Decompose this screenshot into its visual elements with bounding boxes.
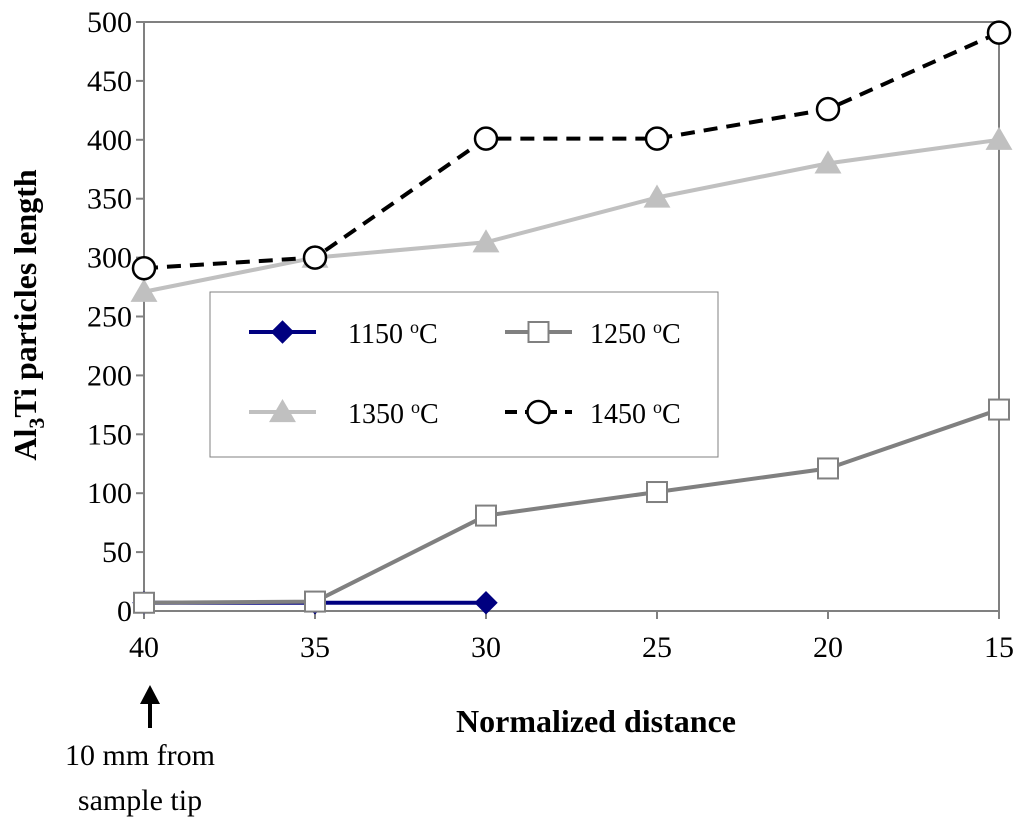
x-tick-label: 40 bbox=[129, 631, 159, 664]
data-point-1350 bbox=[130, 278, 158, 302]
data-point-1450 bbox=[815, 96, 841, 122]
data-point-1250 bbox=[475, 504, 497, 527]
series-layer bbox=[130, 20, 1013, 615]
legend-entry-1250: 1250 oC bbox=[505, 317, 681, 350]
annotation-line-1: 10 mm from bbox=[65, 739, 215, 772]
series-1450 bbox=[131, 20, 1012, 281]
y-axis-ticks: 0 50 100 150 200 250 300 350 400 450 500 bbox=[87, 6, 144, 628]
sample-tip-annotation: 10 mm from sample tip bbox=[65, 685, 215, 817]
series-line-1350 bbox=[143, 137, 1000, 294]
legend-label-1150: 1150 oC bbox=[348, 317, 438, 350]
x-tick-label: 30 bbox=[471, 631, 501, 664]
y-tick-label: 50 bbox=[102, 536, 132, 569]
legend-marker-1450 bbox=[526, 399, 551, 425]
y-tick-label: 150 bbox=[87, 418, 132, 451]
y-tick-label: 100 bbox=[87, 477, 132, 510]
data-point-1450 bbox=[473, 126, 499, 151]
series-line-1450 bbox=[143, 30, 1000, 271]
legend-marker-1350 bbox=[269, 399, 296, 423]
data-point-1450 bbox=[986, 20, 1012, 45]
legend-entry-1450: 1450 oC bbox=[505, 397, 681, 430]
legend-label-1350: 1350 oC bbox=[348, 397, 439, 430]
legend-label-1450: 1450 oC bbox=[590, 397, 681, 430]
data-point-1250 bbox=[988, 398, 1010, 421]
data-point-1150 bbox=[474, 591, 498, 615]
data-point-1350 bbox=[814, 150, 842, 174]
y-tick-label: 0 bbox=[117, 595, 132, 628]
annotation-arrow-head bbox=[140, 685, 160, 704]
x-tick-label: 35 bbox=[300, 631, 330, 664]
series-1250 bbox=[133, 398, 1010, 614]
y-tick-label: 500 bbox=[87, 6, 132, 39]
y-tick-label: 350 bbox=[87, 183, 132, 216]
data-point-1450 bbox=[302, 245, 328, 270]
legend-label-1250: 1250 oC bbox=[590, 317, 681, 350]
x-axis-title: Normalized distance bbox=[456, 703, 736, 739]
data-point-1250 bbox=[646, 481, 668, 504]
data-point-1250 bbox=[304, 590, 326, 613]
y-tick-label: 250 bbox=[87, 301, 132, 334]
annotation-line-2: sample tip bbox=[78, 784, 202, 817]
y-tick-label: 400 bbox=[87, 124, 132, 157]
legend-entry-1350: 1350 oC bbox=[249, 397, 439, 430]
legend-marker-1150 bbox=[270, 320, 295, 344]
legend-entries: 1150 oC 1250 oC 1350 oC 1450 oC bbox=[249, 317, 681, 430]
data-point-1350 bbox=[472, 229, 500, 253]
data-point-1250 bbox=[817, 457, 839, 480]
legend-entry-1150: 1150 oC bbox=[249, 317, 438, 350]
data-point-1450 bbox=[644, 126, 670, 151]
data-point-1250 bbox=[133, 591, 155, 614]
y-tick-label: 450 bbox=[87, 65, 132, 98]
data-point-1450 bbox=[131, 255, 157, 281]
x-tick-label: 25 bbox=[642, 631, 672, 664]
legend-marker-1250 bbox=[527, 321, 550, 343]
legend bbox=[209, 291, 719, 458]
data-point-1350 bbox=[643, 184, 671, 208]
data-point-1350 bbox=[985, 126, 1013, 150]
series-line-1250 bbox=[143, 407, 1000, 605]
y-tick-label: 200 bbox=[87, 359, 132, 392]
series-1350 bbox=[130, 126, 1013, 302]
x-tick-label: 15 bbox=[984, 631, 1014, 664]
x-axis-ticks: 40 35 30 25 20 15 bbox=[129, 611, 1014, 664]
y-tick-label: 300 bbox=[87, 242, 132, 275]
y-axis-title: Al3Ti particles length bbox=[7, 169, 49, 461]
x-tick-label: 20 bbox=[813, 631, 843, 664]
